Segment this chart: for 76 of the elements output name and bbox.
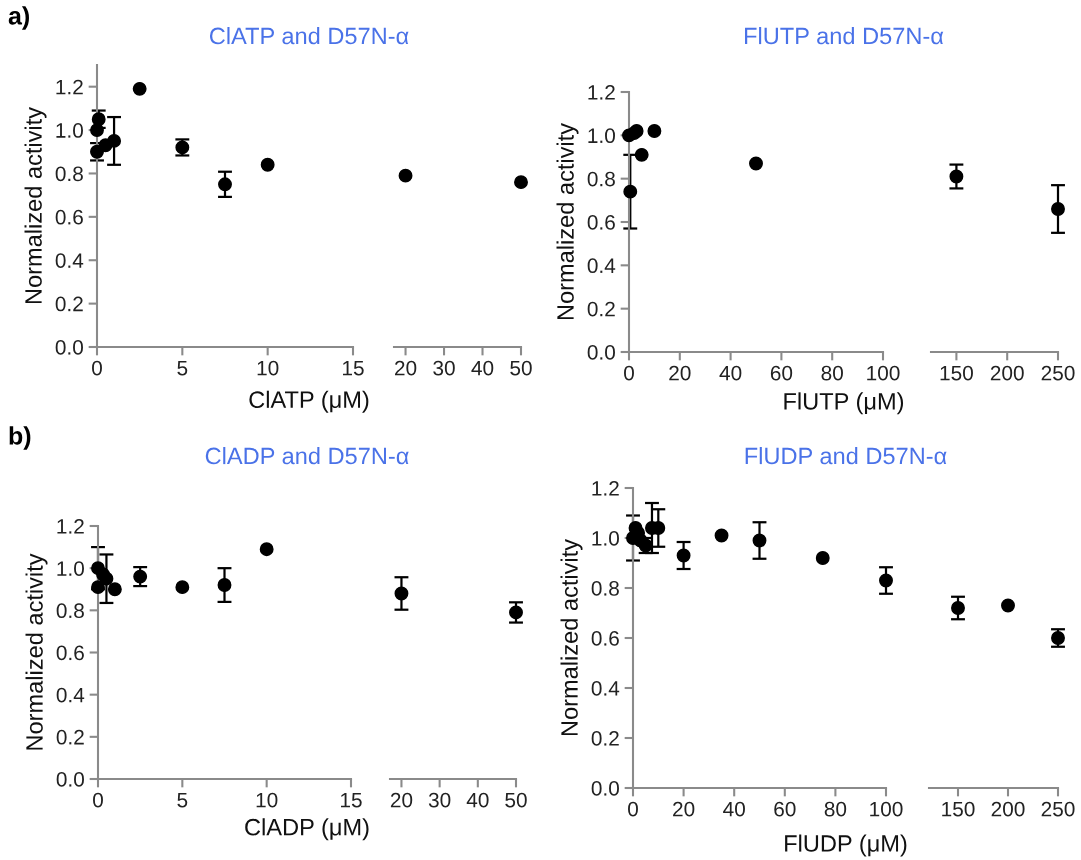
y-tick-label: 0.4: [56, 687, 85, 703]
chart-title: ClATP and D57N-α: [209, 27, 409, 45]
x-tick-label: 0: [93, 792, 103, 808]
y-tick-label: 0.6: [591, 631, 619, 646]
y-tick-label: 1.0: [57, 561, 84, 576]
x-tick-label: 50: [510, 360, 532, 376]
y-tick-label: 1.0: [56, 123, 83, 138]
y-tick-label: 1.0: [588, 128, 615, 144]
y-axis-title: Normalized activity: [556, 122, 579, 320]
y-tick-label: 0.4: [587, 258, 616, 274]
y-tick-label: 1.2: [56, 79, 83, 95]
x-axis-title: ClATP (μM): [249, 390, 369, 413]
x-tick-label: 0: [628, 801, 638, 817]
y-tick-label: 0.0: [55, 340, 83, 355]
y-tick-label: 0.8: [591, 581, 619, 596]
x-tick-label: 40: [719, 365, 742, 381]
x-tick-label: 20: [673, 801, 695, 817]
y-tick-label: 0.4: [591, 681, 620, 696]
x-tick-label: 20: [390, 792, 413, 808]
y-tick-label: 0.6: [587, 215, 615, 230]
y-tick-label: 0.8: [56, 603, 84, 619]
y-tick-label: 1.2: [588, 85, 615, 100]
y-tick-label: 0.0: [587, 345, 615, 360]
y-tick-label: 0.2: [55, 296, 83, 312]
x-tick-label: 50: [505, 792, 527, 808]
x-tick-label: 150: [940, 365, 973, 381]
y-tick-label: 0.4: [55, 253, 84, 268]
y-tick-label: 0.2: [591, 731, 619, 746]
x-tick-label: 200: [990, 365, 1024, 381]
x-tick-label: 40: [466, 792, 489, 808]
x-tick-label: 30: [428, 792, 451, 808]
x-tick-label: 20: [395, 360, 417, 376]
x-tick-label: 250: [1041, 801, 1075, 817]
x-axis-title: FlUTP (μM): [784, 392, 904, 415]
x-axis-title: ClADP (μM): [245, 818, 369, 841]
x-tick-label: 15: [343, 360, 364, 376]
x-tick-label: 250: [1041, 365, 1075, 381]
x-tick-label: 60: [770, 365, 793, 381]
chart-title: FlUTP and D57N-α: [745, 27, 944, 45]
x-tick-label: 60: [774, 801, 796, 817]
y-tick-label: 0.2: [56, 729, 84, 745]
y-tick-label: 1.2: [57, 519, 84, 534]
x-tick-label: 10: [256, 792, 278, 808]
y-tick-label: 0.6: [55, 209, 83, 225]
x-tick-label: 0: [92, 360, 102, 376]
y-tick-label: 1.0: [592, 531, 619, 546]
x-tick-label: 200: [991, 801, 1025, 817]
x-tick-label: 100: [867, 365, 900, 381]
chart-title: ClADP and D57N-α: [205, 446, 409, 465]
y-tick-label: 0.6: [56, 645, 84, 661]
x-tick-label: 40: [723, 801, 745, 817]
chart-title: FlUDP and D57N-α: [745, 446, 947, 465]
y-tick-label: 0.8: [55, 166, 83, 182]
y-tick-label: 0.8: [587, 171, 615, 187]
x-tick-label: 80: [824, 801, 847, 817]
x-tick-label: 10: [257, 360, 279, 376]
x-tick-label: 5: [177, 792, 188, 808]
x-axis-title: FlUDP (μM): [785, 834, 907, 857]
x-tick-label: 40: [471, 360, 494, 376]
y-axis-title: Normalized activity: [25, 553, 48, 750]
x-tick-label: 150: [942, 801, 975, 817]
y-axis-title: Normalized activity: [560, 538, 583, 736]
y-axis-title: Normalized activity: [24, 106, 47, 304]
y-tick-label: 0.2: [587, 301, 615, 317]
x-tick-label: 100: [870, 801, 903, 817]
text: a): [8, 6, 29, 30]
x-tick-label: 20: [669, 365, 691, 381]
x-tick-label: 5: [177, 360, 188, 376]
x-tick-label: 0: [624, 365, 634, 381]
y-tick-label: 0.0: [591, 781, 619, 796]
x-tick-label: 30: [433, 360, 455, 376]
text: b): [9, 426, 31, 450]
x-tick-label: 80: [821, 365, 843, 381]
y-tick-label: 1.2: [592, 481, 619, 496]
y-tick-label: 0.0: [56, 772, 84, 787]
x-tick-label: 15: [341, 792, 362, 808]
